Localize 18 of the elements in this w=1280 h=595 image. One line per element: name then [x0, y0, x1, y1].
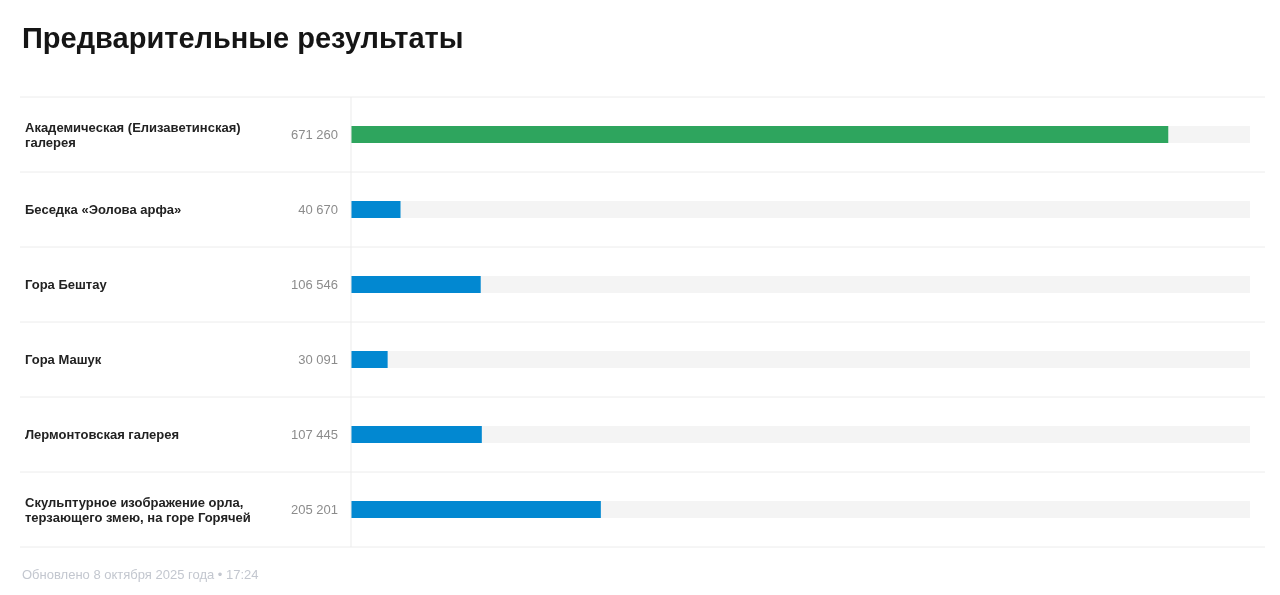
data-label: 30 091: [298, 352, 338, 368]
bar: [351, 201, 401, 218]
data-label: 40 670: [298, 202, 338, 218]
y-tick-label: Беседка «Эолова арфа»: [25, 202, 182, 218]
y-tick-label: Гора Бештау: [25, 277, 108, 293]
data-label: 205 201: [291, 502, 338, 518]
data-label: 671 260: [291, 127, 338, 143]
y-tick-label: Лермонтовская галерея: [25, 427, 180, 443]
bar: [351, 426, 482, 443]
bar: [351, 276, 481, 293]
y-tick-label: Скульптурное изображение орла, терзающего змею, на горе Горячей: [25, 494, 251, 525]
bar: [351, 351, 388, 368]
text: Обновлено 8 октября 2025 года • 17:24: [22, 567, 259, 583]
data-label: 106 546: [291, 277, 338, 293]
y-tick-label: Гора Машук: [25, 352, 102, 368]
y-tick-label: Академическая (Елизаветинская) галерея: [25, 119, 241, 150]
data-label: 107 445: [291, 427, 338, 443]
chart-title: Предварительные результаты: [22, 21, 464, 55]
